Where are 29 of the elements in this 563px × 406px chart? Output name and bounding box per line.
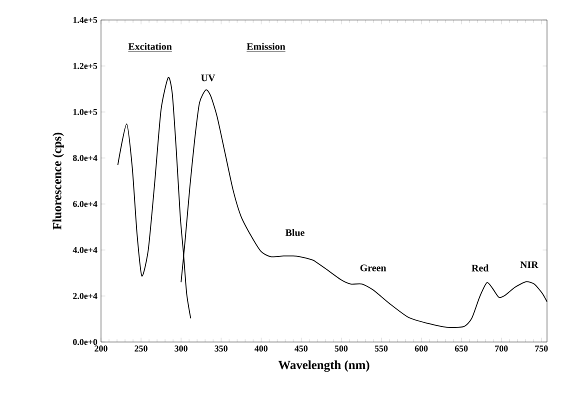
annotation: Green	[360, 264, 386, 272]
annotation: UV	[201, 74, 216, 82]
annotation: Emission	[246, 42, 286, 50]
x-tick-label: 350	[214, 346, 228, 352]
y-tick-label: 0.0e+0	[73, 338, 98, 346]
x-tick-label: 650	[454, 346, 468, 352]
x-tick-label: 450	[294, 346, 308, 352]
x-tick-label: 250	[134, 346, 148, 352]
annotation: Blue	[286, 228, 304, 236]
y-tick-label: 4.0e+4	[72, 246, 98, 254]
x-axis-title: Wavelength (nm)	[278, 360, 370, 372]
x-tick-label: 200	[94, 346, 108, 352]
annotation: NIR	[520, 261, 538, 268]
x-tick-label: 750	[535, 346, 548, 352]
annotation: Red	[472, 264, 489, 272]
y-tick-label: 1.2e+5	[73, 62, 98, 70]
x-tick-label: 300	[174, 346, 188, 352]
x-tick-label: 600	[414, 346, 428, 352]
y-tick-label: 2.0e+4	[73, 292, 98, 300]
x-tick-label: 550	[374, 346, 388, 352]
y-tick-label: 1.4e+5	[73, 16, 98, 24]
x-tick-label: 400	[254, 346, 268, 352]
y-tick-label: 1.0e+5	[73, 108, 98, 116]
y-tick-label: 6.0e+4	[73, 200, 98, 208]
y-tick-label: 8.0e+4	[73, 154, 98, 162]
x-tick-label: 700	[495, 346, 508, 352]
x-tick-label: 500	[334, 346, 348, 352]
annotation: Excitation	[128, 42, 172, 50]
y-axis-title: Fluorescence (cps)	[52, 132, 64, 230]
